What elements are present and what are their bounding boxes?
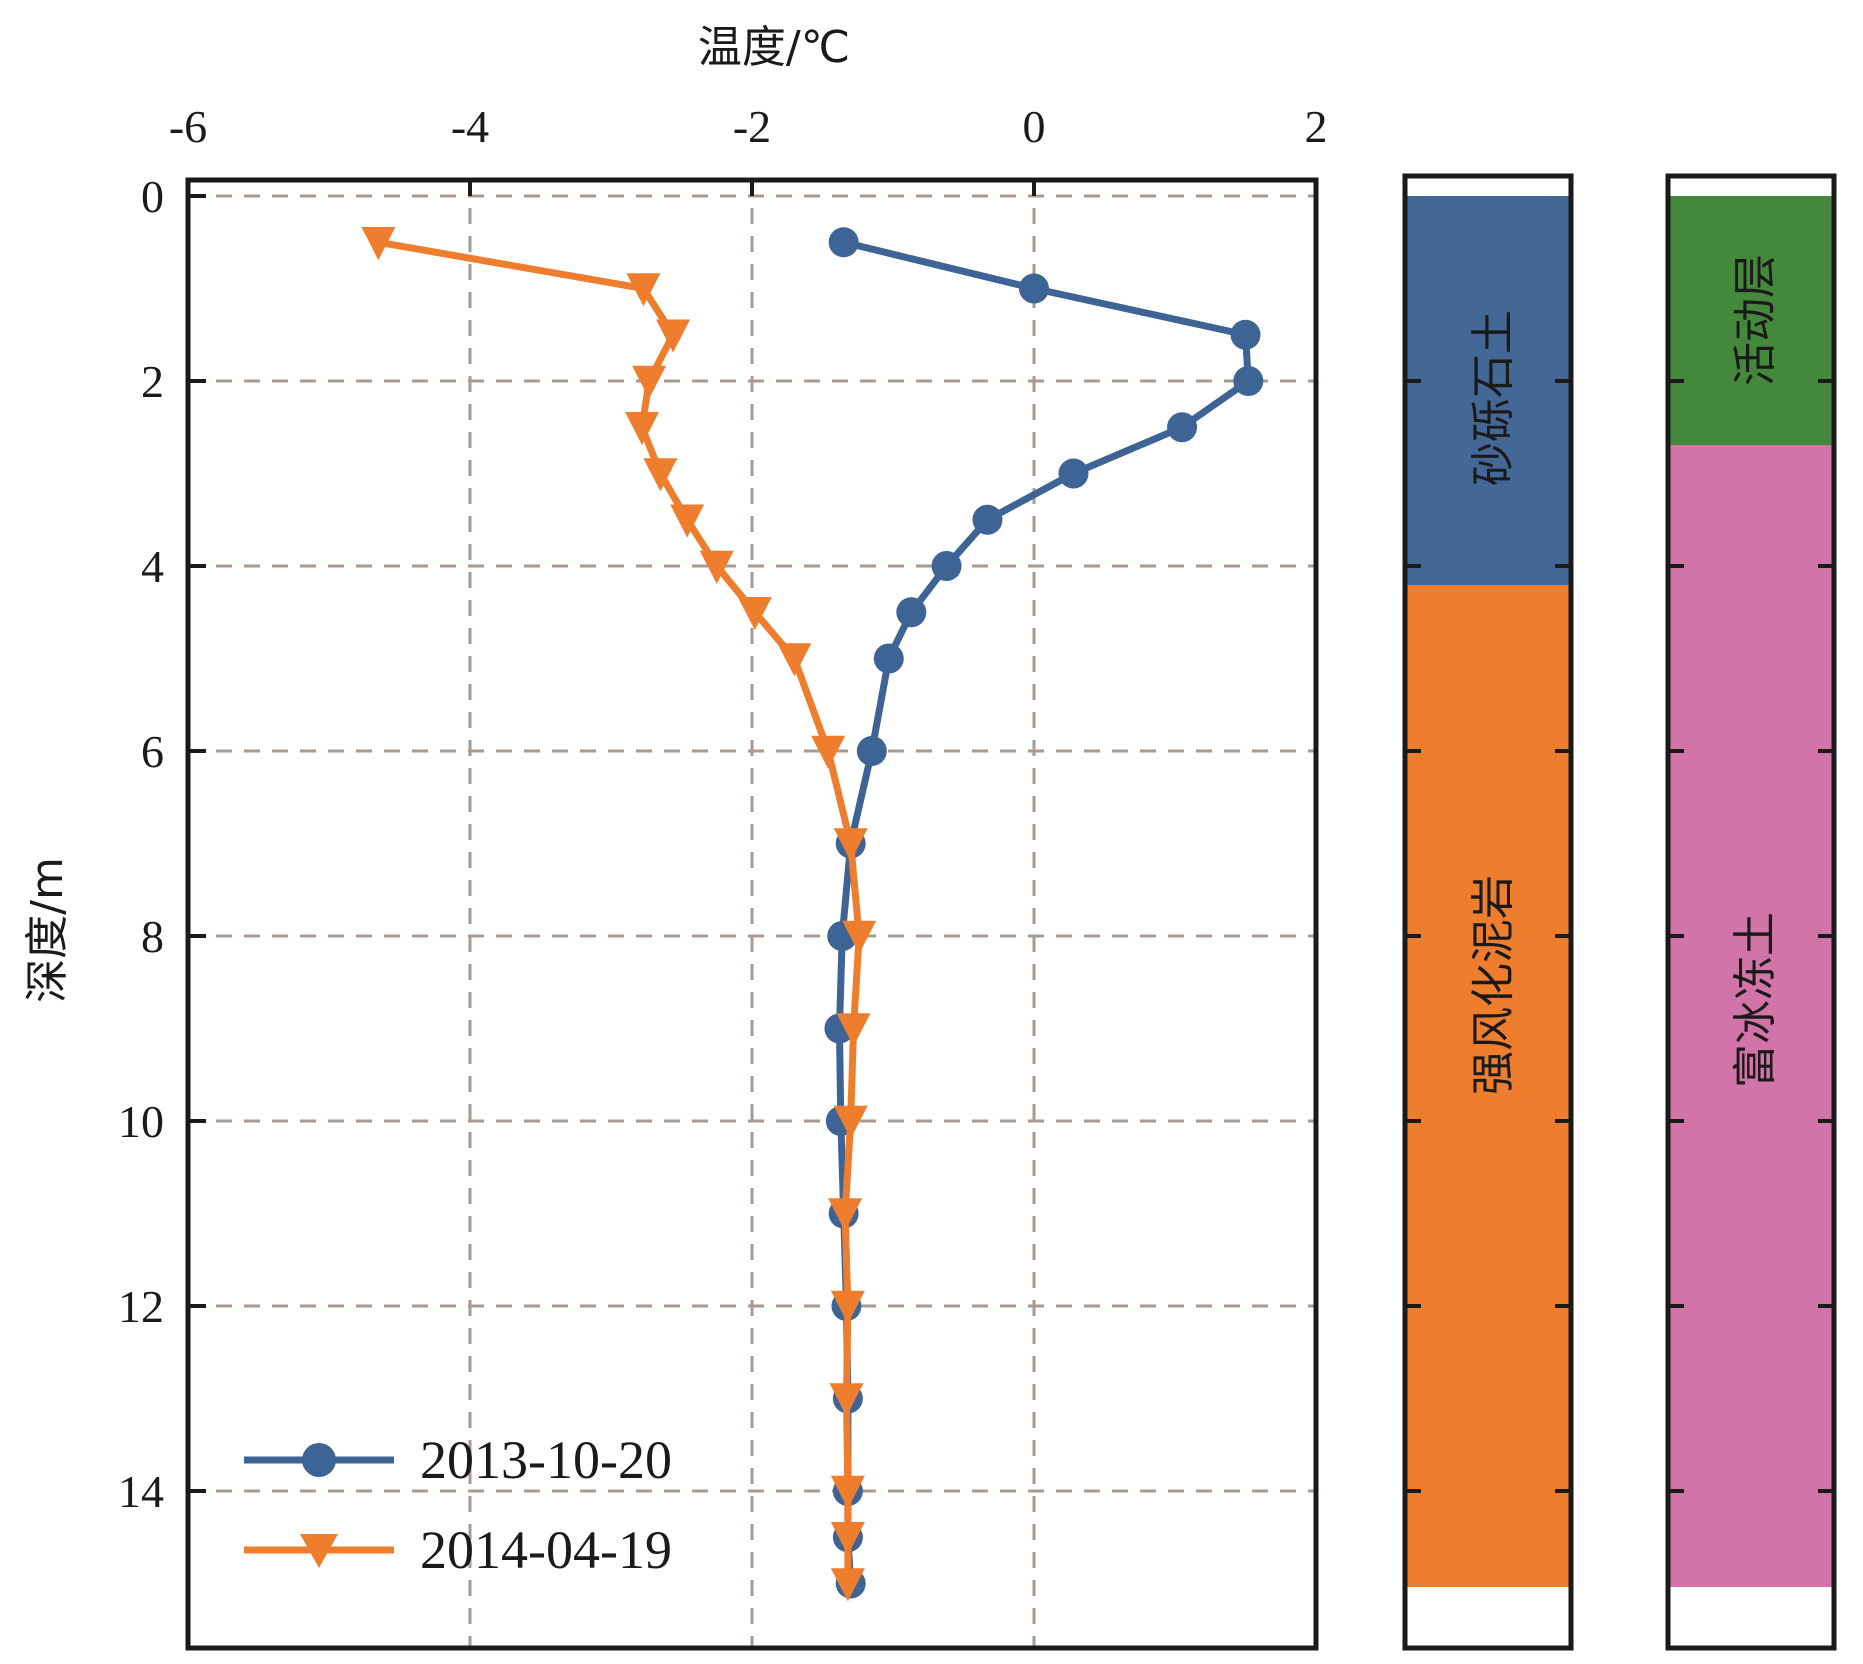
y-tick-label: 2 bbox=[141, 356, 164, 407]
data-point-1 bbox=[625, 411, 660, 446]
data-point-1 bbox=[632, 365, 667, 399]
lithology-weathered-mudstone-label: 强风化泥岩 bbox=[1468, 875, 1519, 1095]
data-point-0 bbox=[1019, 273, 1049, 304]
data-point-1 bbox=[656, 319, 691, 353]
data-point-1 bbox=[828, 1198, 863, 1232]
data-point-1 bbox=[830, 1521, 865, 1556]
data-point-1 bbox=[626, 273, 661, 307]
permafrost-active-layer-band bbox=[1668, 196, 1834, 445]
lithology-column: 砂砾石土 强风化泥岩 bbox=[1402, 173, 1574, 1651]
y-tick-label: 8 bbox=[141, 911, 164, 962]
data-point-1 bbox=[811, 735, 846, 769]
y-axis-title: 深度/m bbox=[22, 857, 73, 1003]
data-point-0 bbox=[856, 736, 887, 766]
data-point-0 bbox=[873, 643, 904, 674]
data-point-1 bbox=[833, 1105, 868, 1139]
x-tick-label: 0 bbox=[1023, 101, 1046, 152]
permafrost-column: 活动层 富冰冻土 bbox=[1665, 173, 1837, 1651]
y-tick-label: 4 bbox=[141, 541, 164, 592]
lithology-weathered-mudstone-band bbox=[1405, 585, 1571, 1587]
series-line-1 bbox=[377, 238, 863, 1584]
data-point-0 bbox=[972, 504, 1003, 535]
x-axis-title: 温度/℃ bbox=[698, 22, 850, 73]
data-point-1 bbox=[830, 1568, 865, 1602]
series-lines bbox=[361, 226, 1264, 1602]
data-point-1 bbox=[699, 550, 734, 584]
data-point-0 bbox=[828, 227, 859, 258]
y-tick-label: 0 bbox=[141, 171, 164, 222]
y-tick-label: 6 bbox=[141, 726, 164, 777]
data-point-1 bbox=[737, 596, 772, 631]
lithology-gravel-soil-band bbox=[1405, 196, 1571, 585]
lithology-frame bbox=[1402, 173, 1574, 1651]
x-tick-label: 2 bbox=[1305, 101, 1328, 152]
axis-ticks: -6 -4 -2 0 2 0 2 4 6 8 10 12 14 bbox=[118, 101, 1328, 1517]
data-point-1 bbox=[830, 1290, 865, 1324]
data-point-0 bbox=[1167, 412, 1198, 443]
series-line-0 bbox=[835, 238, 1252, 1584]
data-point-1 bbox=[833, 828, 868, 862]
data-point-1 bbox=[842, 920, 877, 954]
legend-label-2014: 2014-04-19 bbox=[420, 1520, 672, 1580]
legend-marker-2014 bbox=[300, 1534, 338, 1568]
data-point-0 bbox=[1230, 319, 1261, 350]
permafrost-ice-rich-label: 富冰冻土 bbox=[1730, 912, 1781, 1088]
data-point-0 bbox=[1233, 366, 1264, 396]
data-point-1 bbox=[777, 643, 812, 677]
data-point-1 bbox=[643, 458, 678, 492]
lithology-gravel-soil-label: 砂砾石土 bbox=[1468, 310, 1519, 486]
legend-marker-2013 bbox=[302, 1443, 336, 1477]
data-point-1 bbox=[830, 1475, 865, 1509]
y-tick-label: 12 bbox=[118, 1281, 164, 1332]
grid bbox=[188, 180, 1316, 1648]
data-point-1 bbox=[361, 226, 396, 261]
legend-label-2013: 2013-10-20 bbox=[420, 1430, 672, 1490]
data-point-1 bbox=[670, 504, 705, 538]
data-point-0 bbox=[896, 597, 927, 628]
x-tick-label: -6 bbox=[169, 101, 207, 152]
permafrost-active-layer-label: 活动层 bbox=[1730, 254, 1781, 386]
permafrost-frame bbox=[1665, 173, 1837, 1651]
x-tick-label: -2 bbox=[733, 101, 771, 152]
data-point-0 bbox=[1058, 458, 1089, 489]
plot-frame bbox=[185, 177, 1319, 1651]
permafrost-ice-rich-band bbox=[1668, 445, 1834, 1587]
y-tick-label: 10 bbox=[118, 1096, 164, 1147]
data-point-1 bbox=[829, 1383, 864, 1417]
x-tick-label: -4 bbox=[451, 101, 489, 152]
data-point-1 bbox=[836, 1013, 871, 1047]
legend: 2013-10-20 2014-04-19 bbox=[244, 1430, 672, 1580]
y-tick-label: 14 bbox=[118, 1466, 164, 1517]
data-point-0 bbox=[931, 551, 962, 581]
